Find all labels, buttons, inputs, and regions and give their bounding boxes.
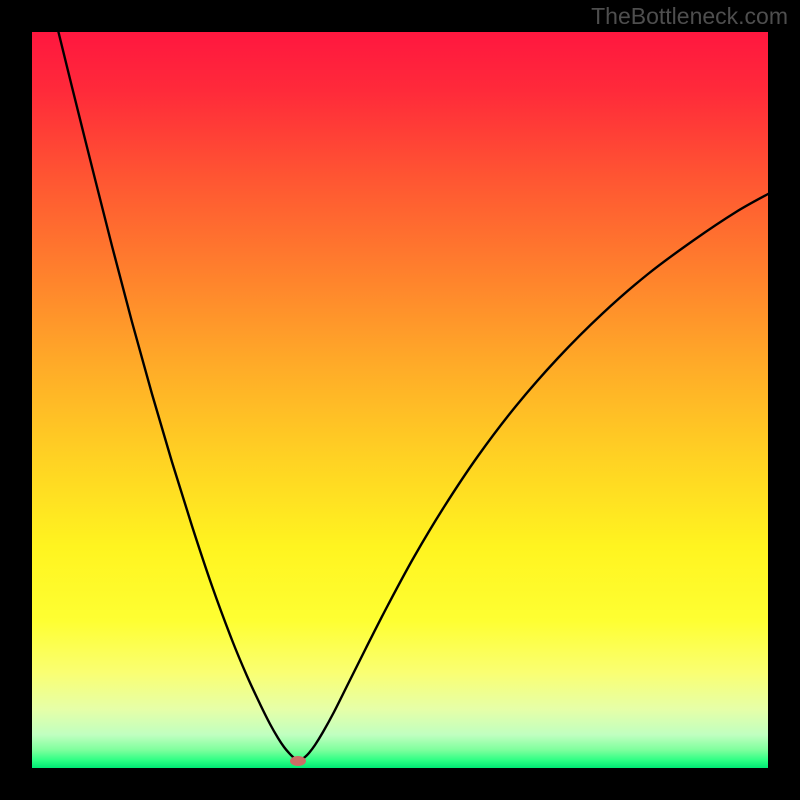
plot-area — [32, 32, 768, 768]
chart-frame: TheBottleneck.com — [0, 0, 800, 800]
frame-border-bottom — [0, 768, 800, 800]
frame-border-left — [0, 0, 32, 800]
watermark-label: TheBottleneck.com — [591, 3, 788, 30]
heat-gradient-background — [32, 32, 768, 768]
bottleneck-chart-svg — [32, 32, 768, 768]
frame-border-right — [768, 0, 800, 800]
optimum-marker — [290, 756, 306, 766]
